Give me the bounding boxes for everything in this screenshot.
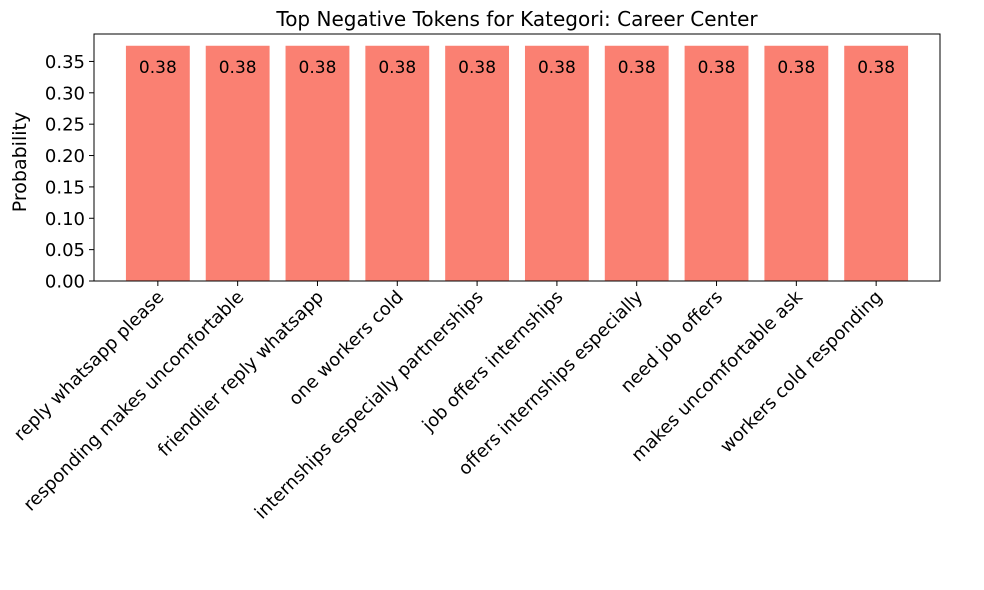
bar-data-label: 0.38 xyxy=(378,58,416,78)
plot-area: 0.38 0.38 0.38 0.38 0.38 0.38 0.38 0.38 0.38 0.38… xyxy=(10,45,909,524)
bar xyxy=(524,45,589,282)
bar xyxy=(365,45,430,282)
x-tick-label: friendlier reply whatsapp xyxy=(154,287,328,461)
bar xyxy=(844,45,909,282)
bar xyxy=(445,45,510,282)
x-tick-label: makes uncomfortable ask xyxy=(627,286,807,466)
y-tick-label: 0.25 xyxy=(45,115,85,136)
bar-data-label: 0.38 xyxy=(538,58,576,78)
bar-data-label: 0.38 xyxy=(458,58,496,78)
plot-frame xyxy=(93,33,941,282)
bar-data-label: 0.38 xyxy=(777,58,815,78)
y-tick-label: 0.00 xyxy=(45,272,85,293)
y-tick-label: 0.05 xyxy=(45,240,85,261)
bar-data-label: 0.38 xyxy=(857,58,895,78)
bar-data-label: 0.38 xyxy=(618,58,656,78)
x-tick-label: reply whatsapp please xyxy=(10,287,168,445)
y-axis-title: Probability xyxy=(9,112,31,212)
x-tick-label: job offers internships xyxy=(418,287,568,437)
bar-data-label: 0.38 xyxy=(698,58,736,78)
bar xyxy=(764,45,829,282)
y-tick-label: 0.35 xyxy=(45,52,85,73)
y-tick-label: 0.10 xyxy=(45,209,85,230)
bar xyxy=(604,45,669,282)
bar xyxy=(684,45,749,282)
y-tick-label: 0.20 xyxy=(45,146,85,167)
x-tick-label: workers cold responding xyxy=(716,287,887,458)
bar xyxy=(125,45,190,282)
y-tick-label: 0.15 xyxy=(45,177,85,198)
y-tick-label: 0.30 xyxy=(45,83,85,104)
chart-title: Top Negative Tokens for Kategori: Career… xyxy=(275,7,758,31)
bar xyxy=(205,45,270,282)
bar xyxy=(285,45,350,282)
bar-data-label: 0.38 xyxy=(299,58,337,78)
bar-data-label: 0.38 xyxy=(219,58,257,78)
bar-data-label: 0.38 xyxy=(139,58,177,78)
